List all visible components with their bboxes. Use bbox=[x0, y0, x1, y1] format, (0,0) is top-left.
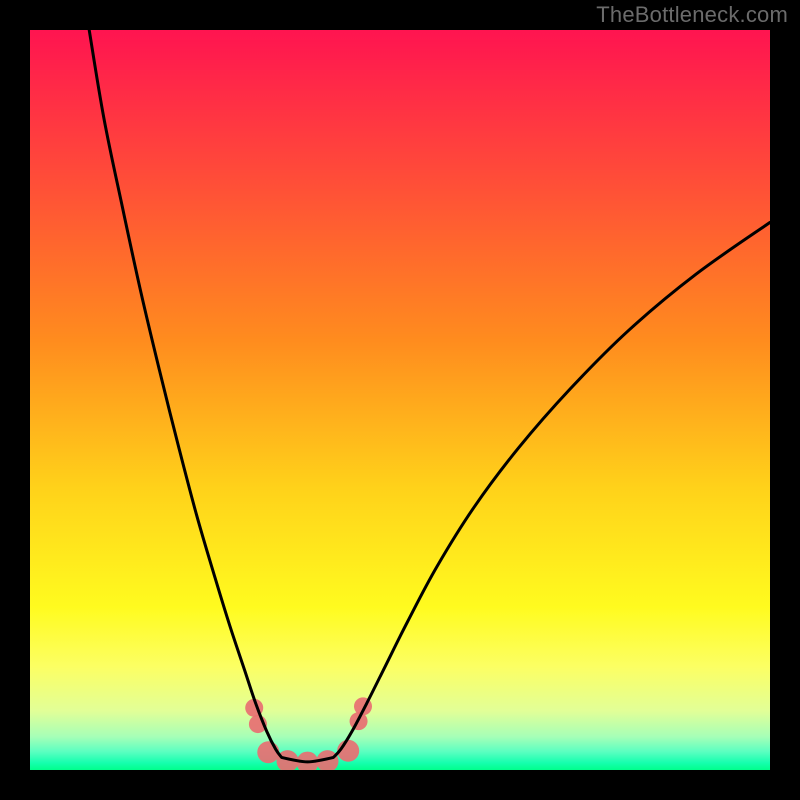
bottleneck-curve bbox=[89, 30, 770, 762]
plot-area bbox=[30, 30, 770, 770]
watermark-text: TheBottleneck.com bbox=[596, 2, 788, 28]
chart-frame: TheBottleneck.com bbox=[0, 0, 800, 800]
curve-layer bbox=[30, 30, 770, 770]
marker-group bbox=[245, 697, 372, 770]
